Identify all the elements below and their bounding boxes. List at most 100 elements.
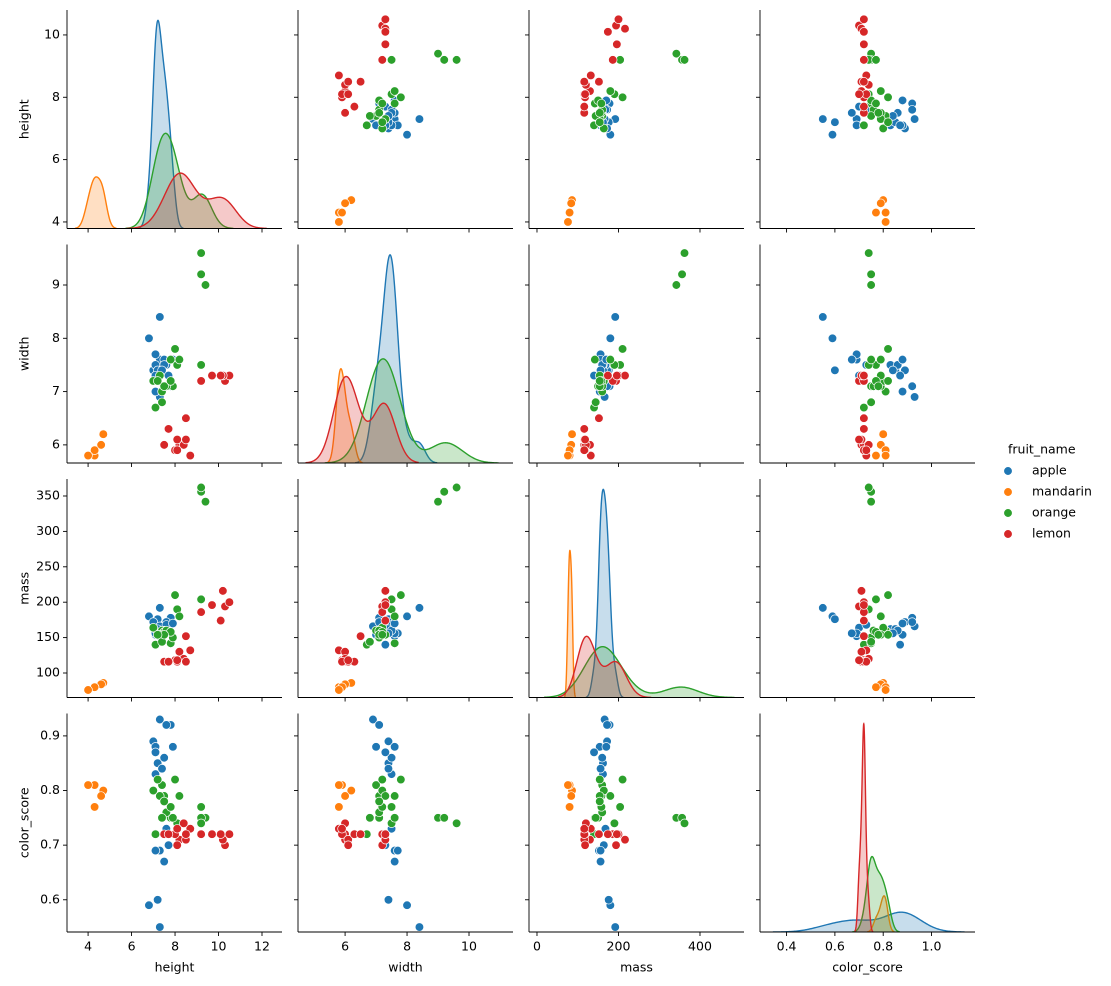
scatter-point <box>355 829 366 839</box>
panel <box>525 479 744 702</box>
scatter-point <box>603 27 613 37</box>
y-tick-label: 0.9 <box>40 727 60 742</box>
scatter-point <box>166 802 176 812</box>
scatter-point <box>866 637 876 647</box>
x-axis-label: color_score <box>832 960 903 975</box>
kde-area <box>585 489 624 698</box>
scatter-point <box>563 217 573 227</box>
scatter-point <box>368 714 378 725</box>
scatter-point <box>451 55 462 65</box>
y-tick-label: 350 <box>36 487 60 502</box>
scatter-point <box>830 614 840 624</box>
scatter-point <box>414 114 425 124</box>
scatter-point <box>181 657 191 667</box>
legend-marker <box>1003 466 1013 476</box>
scatter-point <box>380 39 391 49</box>
scatter-point <box>170 774 180 785</box>
scatter-point <box>671 280 682 290</box>
scatter-point <box>153 630 163 640</box>
scatter-point <box>380 791 391 801</box>
scatter-point <box>888 365 898 375</box>
kde-line <box>126 172 267 229</box>
scatter-point <box>594 829 604 839</box>
scatter-point <box>334 217 344 227</box>
panel-marks <box>772 722 965 932</box>
scatter-point <box>174 791 185 801</box>
scatter-point <box>200 497 211 507</box>
panel-marks <box>544 488 735 698</box>
scatter-point <box>564 207 575 218</box>
kde-area <box>544 646 735 698</box>
scatter-point <box>153 774 163 785</box>
scatter-point <box>677 269 687 279</box>
scatter-point <box>854 655 864 665</box>
scatter-point <box>580 434 590 445</box>
scatter-point <box>380 615 391 626</box>
scatter-point <box>566 198 576 208</box>
scatter-point <box>876 198 886 208</box>
y-tick-label: 6 <box>52 151 60 166</box>
scatter-point <box>859 413 869 423</box>
x-tick-label: 10 <box>461 939 477 954</box>
scatter-point <box>854 434 864 445</box>
scatter-point <box>377 630 387 640</box>
scatter-point <box>605 86 615 96</box>
scatter-point <box>390 86 400 96</box>
scatter-point <box>595 845 606 856</box>
scatter-point <box>818 114 828 124</box>
x-axis-label: height <box>155 960 195 975</box>
scatter-point <box>620 370 630 381</box>
panel <box>756 10 975 233</box>
kde-area <box>852 856 900 932</box>
scatter-point <box>380 14 391 25</box>
panel-marks <box>74 19 267 229</box>
scatter-point <box>377 55 387 65</box>
y-axis-label: color_score <box>17 787 32 858</box>
scatter-point <box>856 647 867 657</box>
scatter-point <box>613 14 624 25</box>
scatter-point <box>873 108 884 118</box>
scatter-point <box>157 813 167 823</box>
scatter-point <box>847 354 857 365</box>
scatter-point <box>859 39 869 49</box>
scatter-point <box>873 381 884 391</box>
scatter-point <box>883 376 893 386</box>
scatter-point <box>148 623 158 633</box>
scatter-point <box>439 487 449 497</box>
scatter-point <box>907 381 917 391</box>
scatter-point <box>174 354 185 365</box>
scatter-point <box>216 615 226 626</box>
scatter-point <box>150 747 161 757</box>
scatter-point <box>859 370 869 381</box>
scatter-point <box>181 413 191 423</box>
legend-label: apple <box>1032 463 1067 478</box>
scatter-point <box>402 130 412 140</box>
scatter-point <box>393 845 403 856</box>
x-tick-label: 4 <box>84 939 92 954</box>
scatter-point <box>163 829 174 839</box>
y-tick-label: 250 <box>36 558 60 573</box>
scatter-point <box>343 655 353 665</box>
legend-label: orange <box>1032 505 1076 520</box>
scatter-point <box>859 600 869 610</box>
scatter-point <box>612 370 622 381</box>
scatter-point <box>579 101 589 112</box>
scatter-point <box>390 98 400 109</box>
scatter-point <box>148 785 158 796</box>
panel <box>294 244 513 467</box>
scatter-point <box>337 824 347 834</box>
scatter-point <box>168 742 178 752</box>
scatter-point <box>196 607 206 617</box>
scatter-point <box>859 120 869 130</box>
panel-marks <box>818 248 920 461</box>
scatter-point <box>591 397 601 407</box>
scatter-point <box>155 714 165 725</box>
scatter-point <box>346 785 356 796</box>
scatter-point <box>343 77 353 87</box>
scatter-point <box>155 603 165 613</box>
legend-label: mandarin <box>1032 484 1092 499</box>
scatter-point <box>595 376 605 386</box>
scatter-point <box>594 77 604 87</box>
scatter-point <box>610 922 620 932</box>
scatter-point <box>439 55 449 65</box>
